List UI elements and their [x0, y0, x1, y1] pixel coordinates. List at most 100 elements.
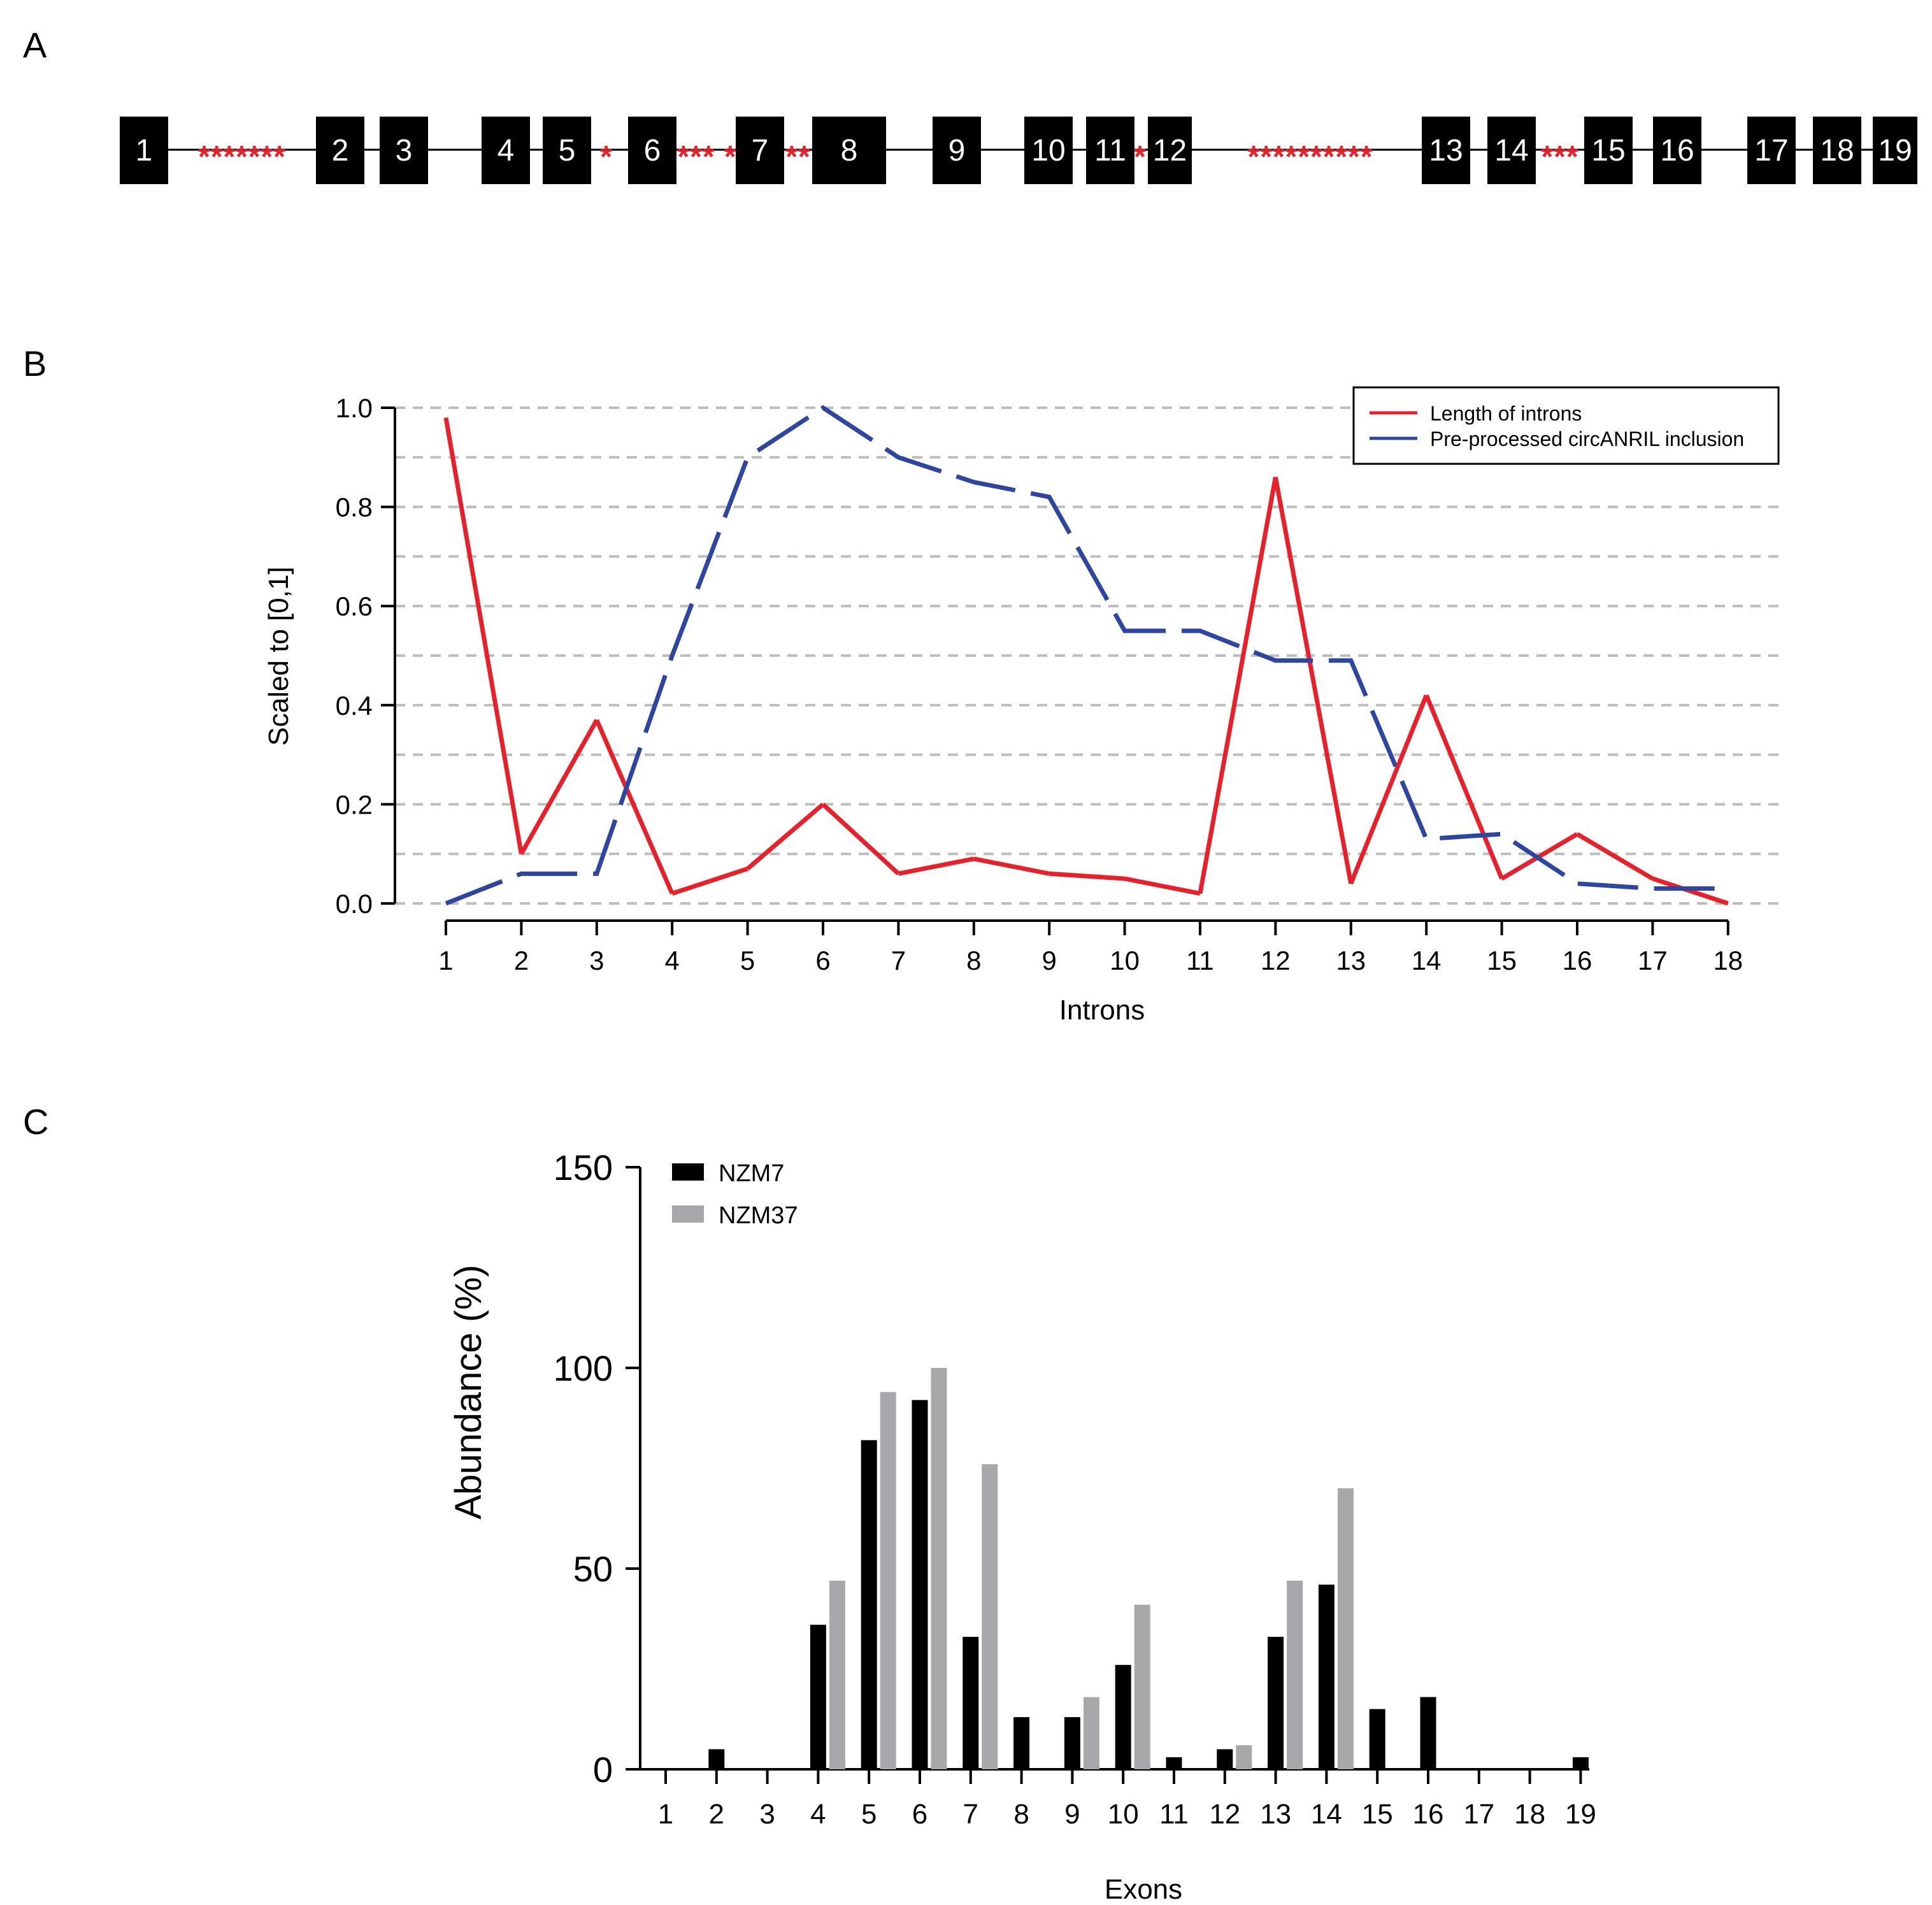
- b-x-tick-label: 15: [1487, 945, 1517, 975]
- exon-box-13: [1422, 117, 1470, 184]
- c-x-tick-label: 6: [912, 1799, 927, 1830]
- c-bar-nzm37-exon-9: [1083, 1697, 1099, 1769]
- c-bar-nzm7-exon-5: [861, 1440, 877, 1769]
- c-bar-nzm7-exon-8: [1013, 1717, 1030, 1769]
- c-bar-nzm7-exon-7: [962, 1637, 979, 1769]
- c-bar-nzm7-exon-6: [912, 1400, 928, 1769]
- b-length-segment: [443, 417, 524, 854]
- c-bar-nzm37-exon-10: [1134, 1604, 1150, 1769]
- c-legend-label-nzm7: NZM7: [719, 1160, 784, 1187]
- c-x-tick-label: 11: [1159, 1799, 1189, 1830]
- b-x-tick-label: 3: [589, 945, 604, 975]
- c-bar-nzm7-exon-2: [708, 1749, 725, 1769]
- exon-label-11: 11: [1094, 134, 1126, 168]
- exon-14: 14: [1487, 117, 1536, 184]
- c-bar-nzm37-exon-4: [829, 1580, 845, 1769]
- exon-box-12: [1148, 117, 1192, 184]
- exon-2: 2: [316, 117, 364, 184]
- b-length-segment: [746, 802, 825, 871]
- exon-label-3: 3: [396, 134, 413, 168]
- c-x-tick-label: 3: [759, 1799, 775, 1830]
- c-y-tick-label: 100: [554, 1348, 613, 1388]
- c-bar-nzm37-exon-6: [931, 1368, 947, 1769]
- exon-box-6: [628, 117, 676, 184]
- exon-box-11: [1086, 117, 1134, 184]
- exon-7: 7: [736, 117, 784, 184]
- b-length-segment: [671, 866, 748, 896]
- b-length-segment: [973, 856, 1050, 876]
- b-length-segment: [1048, 871, 1125, 881]
- c-x-tick-label: 10: [1108, 1799, 1139, 1830]
- intron-star-markers: ******* * *** * ** * ********** ***: [198, 140, 1578, 174]
- b-length-segment: [519, 719, 599, 855]
- b-length-segment: [1576, 832, 1654, 881]
- c-bar-nzm37-exon-14: [1337, 1488, 1354, 1769]
- b-x-tick-label: 1: [438, 945, 453, 975]
- b-length-segment: [821, 802, 900, 875]
- b-x-tick-label: 18: [1713, 945, 1743, 975]
- c-x-tick-label: 14: [1311, 1799, 1342, 1830]
- c-bar-nzm7-exon-11: [1166, 1757, 1182, 1769]
- exon-box-7: [736, 117, 784, 184]
- b-length-segment: [1652, 876, 1729, 906]
- b-y-axis-title: Scaled to [0,1]: [263, 566, 294, 745]
- intron-stars-after-exon-12: **********: [1248, 140, 1373, 174]
- b-gridlines: [395, 406, 1784, 905]
- c-legend-swatch-nzm37: [672, 1205, 704, 1223]
- b-x-tick-label: 16: [1563, 945, 1592, 975]
- b-inclusion-line: [445, 405, 1728, 906]
- exon-label-14: 14: [1494, 134, 1528, 168]
- b-y-ticks: 0.0 0.2 0.4 0.6 0.8 1.0: [336, 393, 395, 919]
- b-x-tick-label: 14: [1412, 945, 1442, 975]
- b-x-tick-label: 13: [1336, 945, 1366, 975]
- c-y-tick-label: 150: [554, 1147, 613, 1188]
- intron-stars-after-exon-1: *******: [198, 140, 286, 174]
- b-length-segment: [898, 856, 975, 876]
- panel-c-label: C: [23, 1102, 48, 1142]
- b-x-tick-label: 8: [966, 945, 981, 975]
- b-legend-label-inclusion: Pre-processed circANRIL inclusion: [1430, 428, 1744, 450]
- exon-box-10: [1024, 117, 1073, 184]
- exon-label-10: 10: [1031, 134, 1065, 168]
- exon-18: 18: [1813, 117, 1861, 184]
- b-y-tick-label: 0.2: [336, 789, 373, 819]
- c-bar-nzm7-exon-4: [810, 1625, 826, 1769]
- exon-4: 4: [482, 117, 530, 184]
- exon-box-16: [1653, 117, 1701, 184]
- exon-box-15: [1584, 117, 1633, 184]
- exon-label-19: 19: [1878, 134, 1912, 168]
- c-x-tick-label: 8: [1013, 1799, 1029, 1830]
- exon-box-2: [316, 117, 364, 184]
- b-x-tick-label: 10: [1110, 945, 1140, 975]
- exon-3: 3: [380, 117, 428, 184]
- c-bar-nzm37-exon-7: [982, 1464, 998, 1769]
- b-x-ticks: 1 2 3 4 5 6 7 8 9 10 11 12 13 14 15 16 17 18: [438, 921, 1743, 975]
- b-series-circanril-inclusion: [445, 405, 1728, 906]
- c-bar-nzm37-exon-5: [880, 1391, 896, 1769]
- exon-label-2: 2: [332, 134, 349, 168]
- c-bar-nzm7-exon-16: [1420, 1697, 1436, 1769]
- c-bar-nzm7-exon-12: [1217, 1749, 1233, 1769]
- exon-box-4: [482, 117, 530, 184]
- exon-box-3: [380, 117, 428, 184]
- c-x-tick-label: 4: [810, 1799, 826, 1830]
- c-x-tick-label: 15: [1362, 1799, 1393, 1830]
- panel-b-label: B: [23, 343, 47, 384]
- c-bars: [708, 1368, 1589, 1769]
- exon-label-16: 16: [1660, 134, 1694, 168]
- c-x-ticks: 1 2 3 4 5 6 7 8 9 10 11 12 13 14 15 16 17 18 19: [658, 1769, 1596, 1830]
- intron-stars-after-exon-11: *: [1134, 140, 1147, 174]
- c-y-ticks: 0 50 100 150: [554, 1147, 640, 1790]
- exon-6: 6: [628, 117, 676, 184]
- panel-a-label: A: [23, 25, 47, 65]
- c-y-tick-label: 50: [573, 1549, 613, 1589]
- exon-box-8: [812, 117, 886, 184]
- exon-12: 12: [1148, 117, 1192, 184]
- c-x-tick-label: 16: [1413, 1799, 1444, 1830]
- exon-box-14: [1487, 117, 1536, 184]
- b-series: [443, 405, 1729, 906]
- exon-label-5: 5: [559, 134, 576, 168]
- b-y-tick-label: 0.6: [336, 591, 373, 621]
